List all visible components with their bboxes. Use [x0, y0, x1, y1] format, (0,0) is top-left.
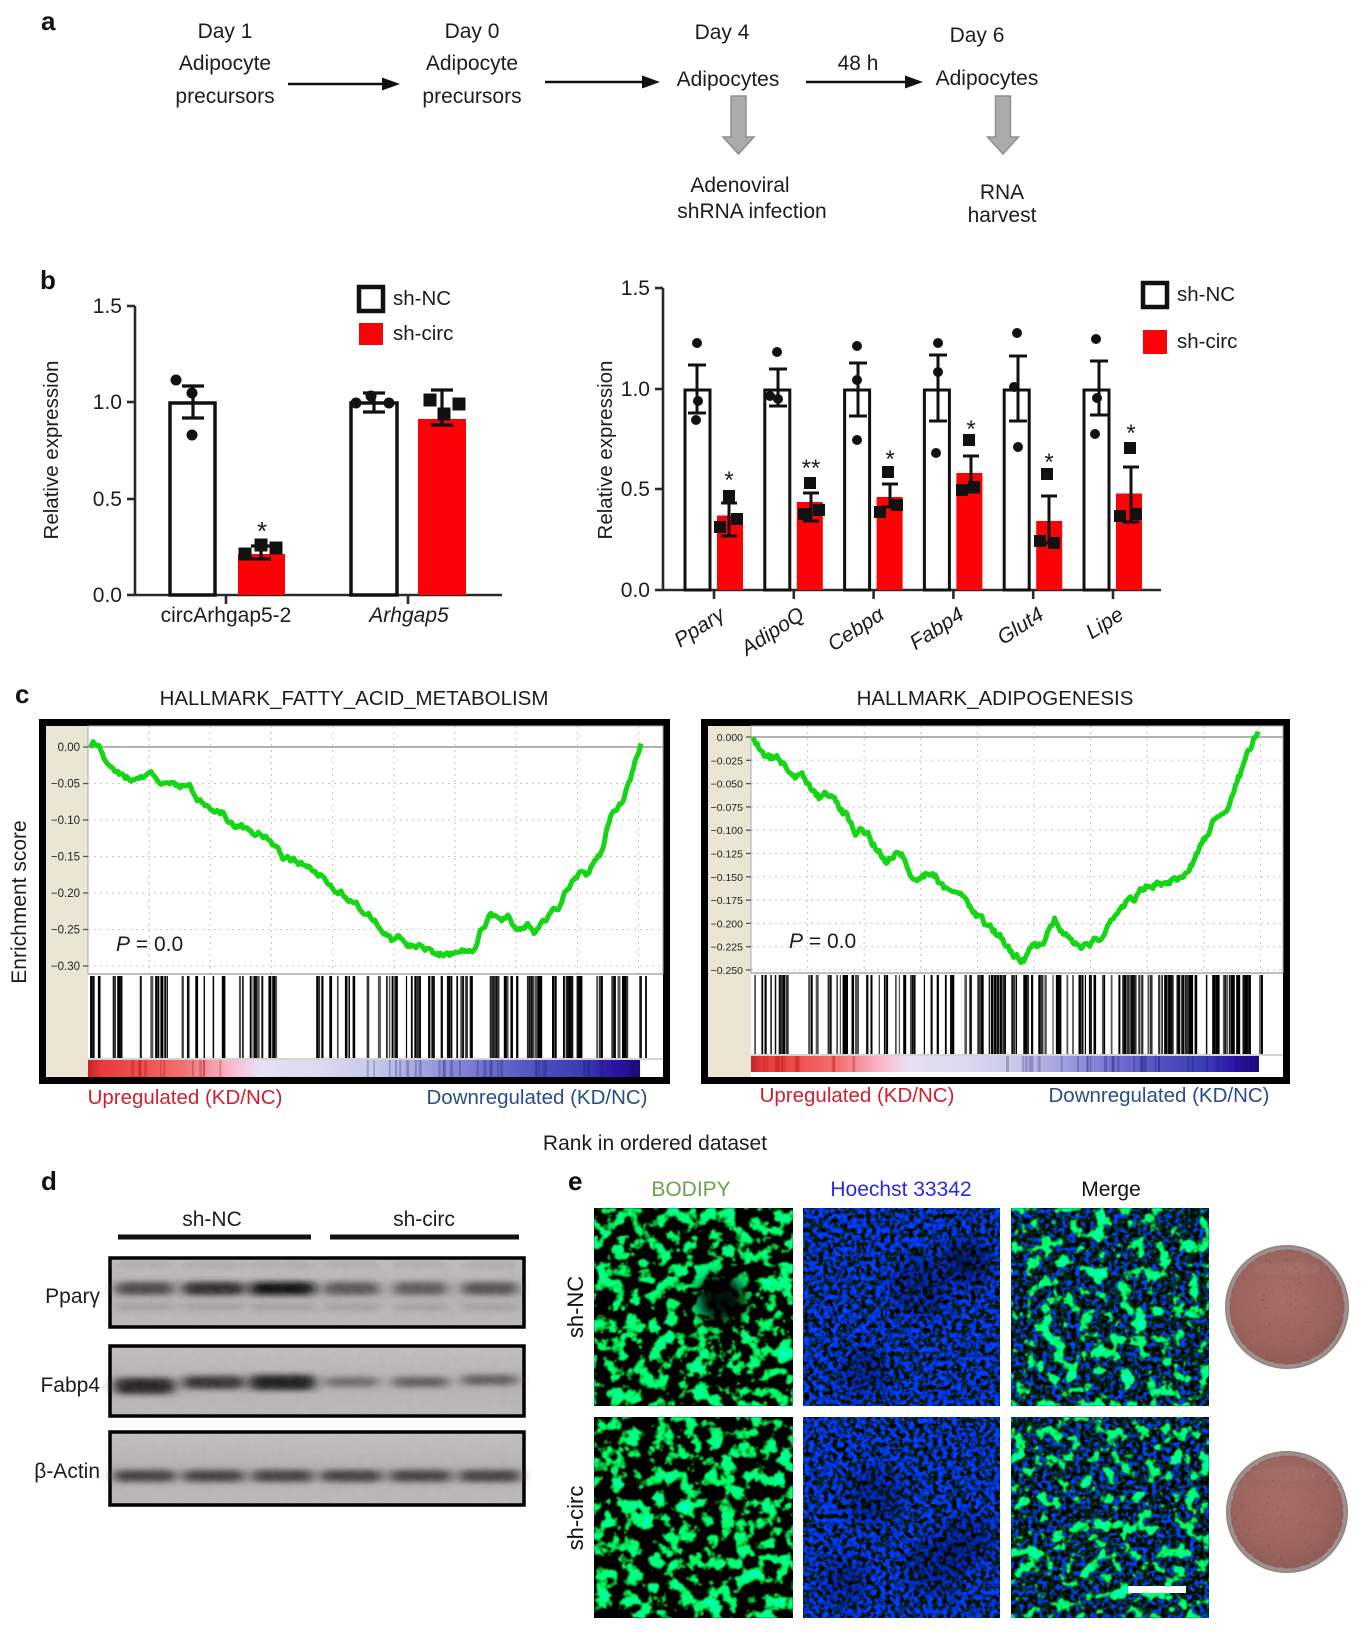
svg-text:0.5: 0.5	[93, 488, 122, 511]
svg-text:−0.10: −0.10	[51, 815, 80, 827]
svg-text:*: *	[1044, 449, 1053, 476]
svg-text:sh-NC: sh-NC	[182, 1208, 242, 1231]
svg-text:sh-NC: sh-NC	[563, 1276, 588, 1338]
svg-text:−0.20: −0.20	[51, 888, 80, 900]
svg-text:Lipe: Lipe	[1082, 603, 1128, 644]
svg-text:b: b	[40, 265, 56, 295]
svg-text:Adipocyte: Adipocyte	[179, 52, 271, 75]
svg-text:*: *	[724, 467, 733, 494]
svg-text:−0.200: −0.200	[711, 918, 744, 930]
svg-text:sh-circ: sh-circ	[393, 322, 453, 345]
svg-text:precursors: precursors	[175, 85, 274, 108]
svg-text:Adipocytes: Adipocytes	[677, 68, 780, 91]
svg-text:−0.025: −0.025	[711, 755, 744, 767]
svg-text:**: **	[802, 455, 821, 482]
svg-text:0.00: 0.00	[58, 742, 80, 754]
svg-text:BODIPY: BODIPY	[651, 1178, 730, 1201]
svg-text:HALLMARK_FATTY_ACID_METABOLISM: HALLMARK_FATTY_ACID_METABOLISM	[160, 687, 549, 710]
svg-text:1.0: 1.0	[621, 378, 650, 401]
svg-text:Arhgap5: Arhgap5	[367, 604, 449, 627]
svg-text:Pparγ: Pparγ	[45, 1285, 100, 1308]
svg-text:β-Actin: β-Actin	[34, 1460, 100, 1483]
svg-text:e: e	[568, 1166, 582, 1196]
svg-text:Downregulated (KD/NC): Downregulated (KD/NC)	[426, 1086, 647, 1109]
svg-text:d: d	[41, 1166, 57, 1196]
svg-text:Hoechst 33342: Hoechst 33342	[830, 1178, 971, 1201]
svg-text:c: c	[15, 679, 29, 709]
svg-text:Rank in ordered dataset: Rank in ordered dataset	[543, 1132, 767, 1155]
svg-text:−0.25: −0.25	[51, 925, 80, 937]
svg-text:Relative expression: Relative expression	[594, 361, 617, 540]
svg-text:harvest: harvest	[968, 204, 1037, 227]
svg-text:0.000: 0.000	[717, 732, 743, 744]
svg-text:Adenoviral: Adenoviral	[690, 174, 789, 197]
svg-text:Day 0: Day 0	[445, 20, 500, 43]
svg-text:Enrichment score: Enrichment score	[8, 820, 31, 983]
svg-text:*: *	[257, 516, 267, 546]
svg-text:0.0: 0.0	[621, 579, 650, 602]
svg-text:HALLMARK_ADIPOGENESIS: HALLMARK_ADIPOGENESIS	[857, 687, 1134, 710]
svg-text:−0.05: −0.05	[51, 779, 80, 791]
svg-text:−0.050: −0.050	[711, 779, 744, 791]
svg-text:Downregulated (KD/NC): Downregulated (KD/NC)	[1048, 1084, 1269, 1107]
svg-text:1.0: 1.0	[93, 391, 122, 414]
svg-text:*: *	[885, 446, 894, 473]
svg-text:precursors: precursors	[422, 85, 521, 108]
svg-text:−0.100: −0.100	[711, 825, 744, 837]
svg-text:sh-NC: sh-NC	[1177, 283, 1235, 306]
svg-text:Adipocyte: Adipocyte	[426, 52, 518, 75]
svg-text:Day 4: Day 4	[695, 21, 750, 44]
svg-text:−0.125: −0.125	[711, 849, 744, 861]
svg-text:Fabp4: Fabp4	[40, 1374, 100, 1397]
svg-text:−0.250: −0.250	[711, 965, 744, 977]
svg-text:P = 0.0: P = 0.0	[116, 933, 183, 956]
svg-text:Day 1: Day 1	[198, 20, 253, 43]
svg-text:sh-circ: sh-circ	[1177, 330, 1237, 353]
svg-text:circArhgap5-2: circArhgap5-2	[161, 604, 292, 627]
svg-text:Pparγ: Pparγ	[670, 602, 730, 652]
svg-text:−0.15: −0.15	[51, 852, 80, 864]
svg-text:0.0: 0.0	[93, 584, 122, 607]
svg-text:Upregulated (KD/NC): Upregulated (KD/NC)	[88, 1086, 283, 1109]
svg-text:*: *	[1126, 420, 1135, 447]
svg-text:48 h: 48 h	[838, 52, 879, 75]
svg-text:shRNA infection: shRNA infection	[677, 200, 826, 223]
svg-text:Cebpα: Cebpα	[824, 602, 890, 656]
svg-text:*: *	[966, 416, 975, 443]
svg-text:Adipocytes: Adipocytes	[936, 67, 1039, 90]
svg-text:Merge: Merge	[1081, 1178, 1141, 1201]
svg-text:Day 6: Day 6	[950, 24, 1005, 47]
svg-text:Glut4: Glut4	[993, 603, 1048, 650]
svg-text:−0.150: −0.150	[711, 872, 744, 884]
svg-text:−0.075: −0.075	[711, 802, 744, 814]
svg-text:Relative expression: Relative expression	[40, 361, 63, 540]
svg-text:Fabp4: Fabp4	[906, 603, 968, 655]
svg-text:0.5: 0.5	[621, 478, 650, 501]
svg-text:−0.225: −0.225	[711, 942, 744, 954]
svg-text:RNA: RNA	[980, 181, 1024, 204]
svg-text:P = 0.0: P = 0.0	[789, 930, 856, 953]
svg-text:sh-circ: sh-circ	[563, 1486, 588, 1551]
svg-text:sh-circ: sh-circ	[393, 1208, 455, 1231]
svg-text:−0.30: −0.30	[51, 961, 80, 973]
svg-text:sh-NC: sh-NC	[393, 287, 451, 310]
svg-text:Upregulated (KD/NC): Upregulated (KD/NC)	[760, 1084, 955, 1107]
svg-text:1.5: 1.5	[621, 277, 650, 300]
svg-text:1.5: 1.5	[93, 295, 122, 318]
svg-text:−0.175: −0.175	[711, 895, 744, 907]
svg-text:a: a	[41, 6, 56, 36]
svg-text:AdipoQ: AdipoQ	[736, 603, 809, 662]
